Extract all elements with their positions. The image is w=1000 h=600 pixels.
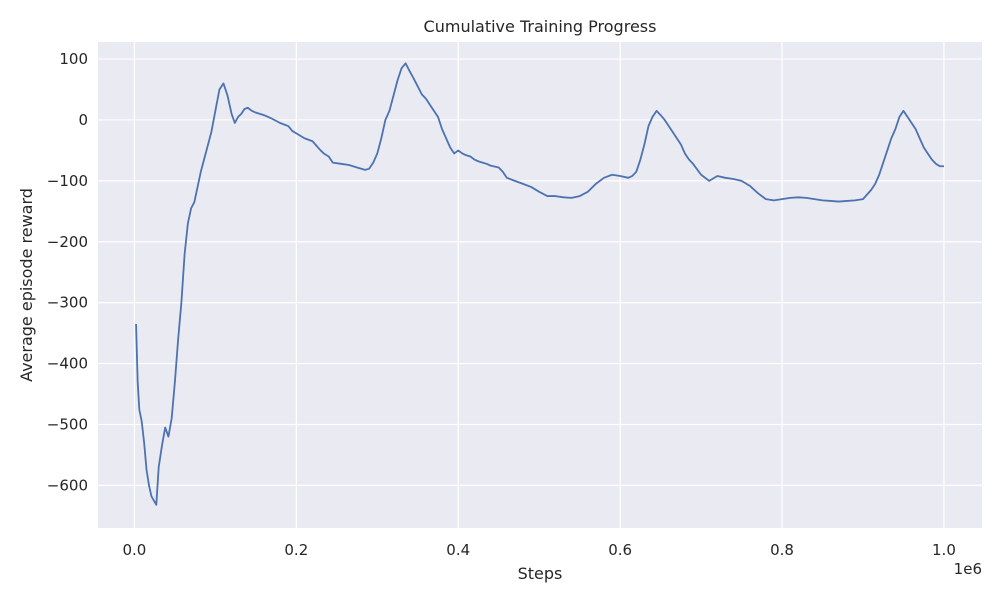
- y-tick-label: 100: [59, 50, 88, 68]
- x-tick-label: 0.0: [122, 541, 146, 559]
- plot-area: [98, 42, 982, 528]
- y-axis-label: Average episode reward: [17, 188, 36, 382]
- x-tick-label: 0.2: [284, 541, 308, 559]
- x-axis-label: Steps: [518, 564, 563, 583]
- data-lines: [135, 62, 944, 506]
- grid: [98, 42, 982, 528]
- y-tick-labels: −600 −500 −400 −300 −200 −100 0 100: [47, 50, 88, 494]
- y-tick-label: −500: [47, 415, 88, 433]
- x-tick-label: 0.8: [770, 541, 794, 559]
- y-tick-label: −300: [47, 294, 88, 312]
- series-line: [135, 62, 944, 506]
- y-tick-label: 0: [78, 111, 88, 129]
- x-tick-label: 0.6: [608, 541, 632, 559]
- chart-title: Cumulative Training Progress: [424, 17, 657, 36]
- x-tick-label: 1.0: [932, 541, 956, 559]
- y-tick-label: −100: [47, 172, 88, 190]
- x-tick-label: 0.4: [446, 541, 470, 559]
- y-tick-label: −400: [47, 355, 88, 373]
- x-tick-labels: 0.0 0.2 0.4 0.6 0.8 1.0: [122, 541, 955, 559]
- x-offset-label: 1e6: [954, 560, 982, 578]
- y-tick-label: −200: [47, 233, 88, 251]
- y-tick-label: −600: [47, 476, 88, 494]
